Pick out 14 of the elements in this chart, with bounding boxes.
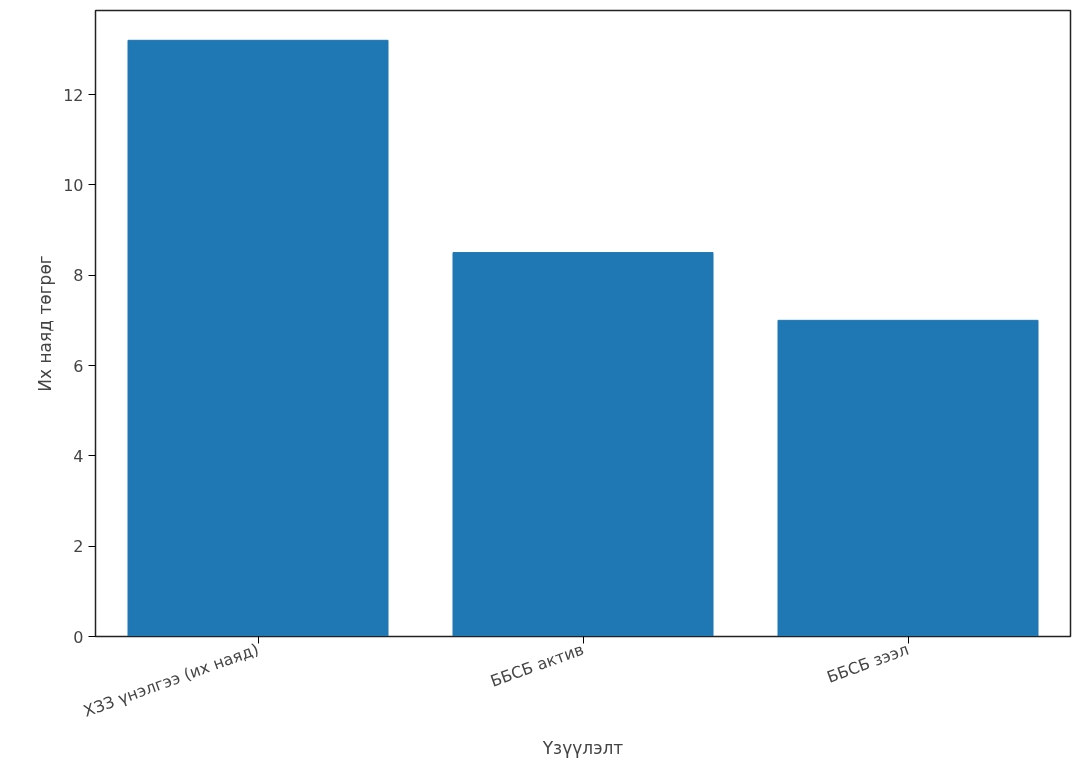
x-axis-title: Үзүүлэлт [541, 737, 624, 758]
y-tick-label: 4 [73, 446, 84, 466]
y-tick-label: 6 [73, 356, 84, 376]
y-tick-label: 8 [73, 266, 84, 286]
bar [452, 252, 714, 637]
y-tick-label: 0 [73, 627, 84, 647]
x-tick-label: ББСБ зээл [824, 639, 912, 687]
y-tick-label: 2 [73, 537, 84, 557]
y-tick-label: 12 [63, 85, 84, 105]
x-tick-label: ББСБ актив [487, 639, 587, 691]
bar [127, 39, 389, 637]
y-tick-label: 10 [63, 175, 84, 195]
y-axis-title: Их наяд төгрөг [35, 255, 56, 392]
bar [777, 319, 1039, 637]
